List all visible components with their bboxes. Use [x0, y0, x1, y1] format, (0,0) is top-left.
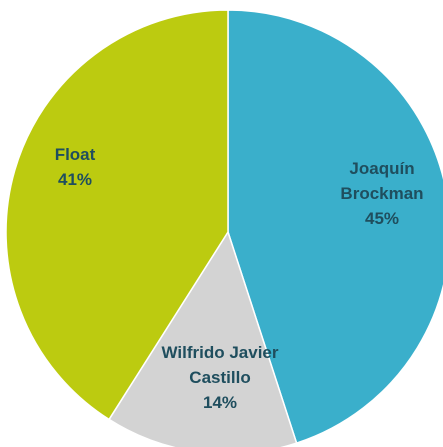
pie-slice-1: [108, 230, 298, 447]
slice-label-1: Wilfrido Javier Castillo 14%: [162, 343, 279, 412]
pie-slice-0: [227, 9, 443, 445]
pie-slices: [5, 9, 443, 447]
slice-name-label: Float: [55, 145, 96, 164]
slice-percent-label: 14%: [203, 393, 237, 412]
slice-percent-label: 45%: [365, 209, 399, 228]
slice-label-2: Float 41%: [55, 145, 96, 189]
slice-name-label: Wilfrido Javier: [162, 343, 279, 362]
pie-labels: Joaquín Brockman 45% Wilfrido Javier Castill…: [55, 145, 424, 412]
slice-percent-label: 41%: [58, 170, 92, 189]
pie-slice-2: [5, 9, 229, 421]
slice-name-label: Brockman: [340, 184, 423, 203]
slice-name-label: Castillo: [189, 368, 250, 387]
slice-name-label: Joaquín: [349, 159, 414, 178]
slice-label-0: Joaquín Brockman 45%: [340, 159, 423, 228]
